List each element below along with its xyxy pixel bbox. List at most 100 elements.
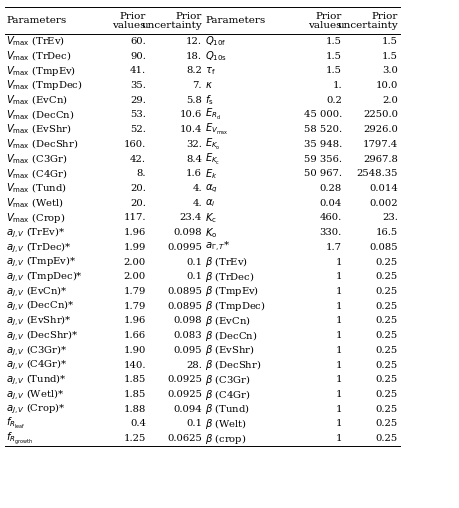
Text: Prior: Prior	[175, 12, 202, 21]
Text: 28.: 28.	[186, 361, 202, 370]
Text: 0.25: 0.25	[375, 258, 397, 267]
Text: $f_{R_{\mathrm{growth}}}$: $f_{R_{\mathrm{growth}}}$	[6, 431, 33, 447]
Text: $V_{\mathrm{max}}$ (TmpEv): $V_{\mathrm{max}}$ (TmpEv)	[6, 64, 76, 78]
Text: $E_{V_{\mathrm{max}}}$: $E_{V_{\mathrm{max}}}$	[205, 122, 228, 137]
Text: 0.083: 0.083	[173, 331, 202, 340]
Text: 1: 1	[335, 302, 341, 311]
Text: 1: 1	[335, 346, 341, 355]
Text: $\alpha_q$: $\alpha_q$	[205, 182, 217, 195]
Text: 0.4: 0.4	[130, 420, 146, 428]
Text: 8.2: 8.2	[186, 66, 202, 75]
Text: 3.0: 3.0	[381, 66, 397, 75]
Text: $\alpha_i$: $\alpha_i$	[205, 197, 215, 209]
Text: 1.88: 1.88	[123, 405, 146, 414]
Text: 1: 1	[335, 420, 341, 428]
Text: 50 967.: 50 967.	[303, 169, 341, 178]
Text: 10.4: 10.4	[179, 125, 202, 134]
Text: 2.00: 2.00	[123, 258, 146, 267]
Text: $E_{K_{\mathrm{c}}}$: $E_{K_{\mathrm{c}}}$	[205, 151, 220, 167]
Text: 117.: 117.	[123, 213, 146, 223]
Text: 8.4: 8.4	[185, 154, 202, 164]
Text: 1: 1	[335, 287, 341, 296]
Text: 0.1: 0.1	[185, 258, 202, 267]
Text: 160.: 160.	[123, 140, 146, 149]
Text: Parameters: Parameters	[205, 16, 265, 25]
Text: 1.79: 1.79	[123, 302, 146, 311]
Text: $Q_{\mathrm{10f}}$: $Q_{\mathrm{10f}}$	[205, 35, 226, 48]
Text: $\tau_{\mathrm{f}}$: $\tau_{\mathrm{f}}$	[205, 65, 215, 77]
Text: 1: 1	[335, 405, 341, 414]
Text: values: values	[112, 21, 146, 30]
Text: 0.28: 0.28	[319, 184, 341, 193]
Text: $V_{\mathrm{max}}$ (EvShr): $V_{\mathrm{max}}$ (EvShr)	[6, 123, 72, 137]
Text: $\beta$ (Welt): $\beta$ (Welt)	[205, 417, 246, 431]
Text: $a_{\Gamma,T}$*: $a_{\Gamma,T}$*	[205, 240, 230, 255]
Text: 0.25: 0.25	[375, 420, 397, 428]
Text: 1.66: 1.66	[123, 331, 146, 340]
Text: $\beta$ (TmpEv): $\beta$ (TmpEv)	[205, 284, 258, 299]
Text: Prior: Prior	[119, 12, 146, 21]
Text: 0.25: 0.25	[375, 287, 397, 296]
Text: 20.: 20.	[130, 199, 146, 208]
Text: 1: 1	[335, 272, 341, 281]
Text: $\beta$ (EvShr): $\beta$ (EvShr)	[205, 343, 254, 357]
Text: 16.5: 16.5	[375, 228, 397, 237]
Text: 52.: 52.	[130, 125, 146, 134]
Text: $\kappa$: $\kappa$	[205, 80, 213, 90]
Text: $V_{\mathrm{max}}$ (DecCn): $V_{\mathrm{max}}$ (DecCn)	[6, 108, 74, 122]
Text: 20.: 20.	[130, 184, 146, 193]
Text: 1.5: 1.5	[325, 37, 341, 46]
Text: $a_{J,V}$ (DecShr)*: $a_{J,V}$ (DecShr)*	[6, 329, 78, 343]
Text: 53.: 53.	[130, 110, 146, 119]
Text: 0.25: 0.25	[375, 272, 397, 281]
Text: $K_{\mathrm{c}}$: $K_{\mathrm{c}}$	[205, 211, 217, 225]
Text: 1.5: 1.5	[325, 66, 341, 75]
Text: 0.0895: 0.0895	[167, 287, 202, 296]
Text: 0.04: 0.04	[319, 199, 341, 208]
Text: Prior: Prior	[371, 12, 397, 21]
Text: $\beta$ (C3Gr): $\beta$ (C3Gr)	[205, 373, 250, 387]
Text: 1.: 1.	[332, 81, 341, 90]
Text: 58 520.: 58 520.	[303, 125, 341, 134]
Text: $V_{\mathrm{max}}$ (C4Gr): $V_{\mathrm{max}}$ (C4Gr)	[6, 167, 67, 180]
Text: 0.098: 0.098	[173, 316, 202, 326]
Text: Parameters: Parameters	[6, 16, 66, 25]
Text: 59 356.: 59 356.	[303, 154, 341, 164]
Text: 0.25: 0.25	[375, 390, 397, 399]
Text: $a_{J,V}$ (Crop)*: $a_{J,V}$ (Crop)*	[6, 402, 66, 417]
Text: 460.: 460.	[319, 213, 341, 223]
Text: $a_{J,V}$ (TmpEv)*: $a_{J,V}$ (TmpEv)*	[6, 255, 76, 269]
Text: 0.25: 0.25	[375, 434, 397, 443]
Text: 1.6: 1.6	[186, 169, 202, 178]
Text: $a_{J,V}$ (TrEv)*: $a_{J,V}$ (TrEv)*	[6, 226, 65, 240]
Text: 2.00: 2.00	[123, 272, 146, 281]
Text: 23.: 23.	[381, 213, 397, 223]
Text: 0.0925: 0.0925	[167, 390, 202, 399]
Text: 4.: 4.	[192, 199, 202, 208]
Text: 2967.8: 2967.8	[362, 154, 397, 164]
Text: 90.: 90.	[130, 52, 146, 60]
Text: 60.: 60.	[130, 37, 146, 46]
Text: 140.: 140.	[123, 361, 146, 370]
Text: 1.5: 1.5	[325, 52, 341, 60]
Text: $a_{J,V}$ (TrDec)*: $a_{J,V}$ (TrDec)*	[6, 240, 72, 255]
Text: $a_{J,V}$ (DecCn)*: $a_{J,V}$ (DecCn)*	[6, 299, 74, 313]
Text: $a_{J,V}$ (C4Gr)*: $a_{J,V}$ (C4Gr)*	[6, 358, 67, 372]
Text: $V_{\mathrm{max}}$ (TmpDec): $V_{\mathrm{max}}$ (TmpDec)	[6, 79, 83, 92]
Text: 29.: 29.	[130, 96, 146, 105]
Text: 0.094: 0.094	[173, 405, 202, 414]
Text: 0.1: 0.1	[185, 420, 202, 428]
Text: 0.0895: 0.0895	[167, 302, 202, 311]
Text: $E_k$: $E_k$	[205, 167, 217, 181]
Text: 0.25: 0.25	[375, 302, 397, 311]
Text: 7.: 7.	[192, 81, 202, 90]
Text: 0.25: 0.25	[375, 316, 397, 326]
Text: 0.25: 0.25	[375, 361, 397, 370]
Text: 1.90: 1.90	[123, 346, 146, 355]
Text: $V_{\mathrm{max}}$ (DecShr): $V_{\mathrm{max}}$ (DecShr)	[6, 138, 78, 151]
Text: 2926.0: 2926.0	[362, 125, 397, 134]
Text: uncertainty: uncertainty	[141, 21, 202, 30]
Text: 1: 1	[335, 434, 341, 443]
Text: 1: 1	[335, 361, 341, 370]
Text: 1.7: 1.7	[325, 243, 341, 252]
